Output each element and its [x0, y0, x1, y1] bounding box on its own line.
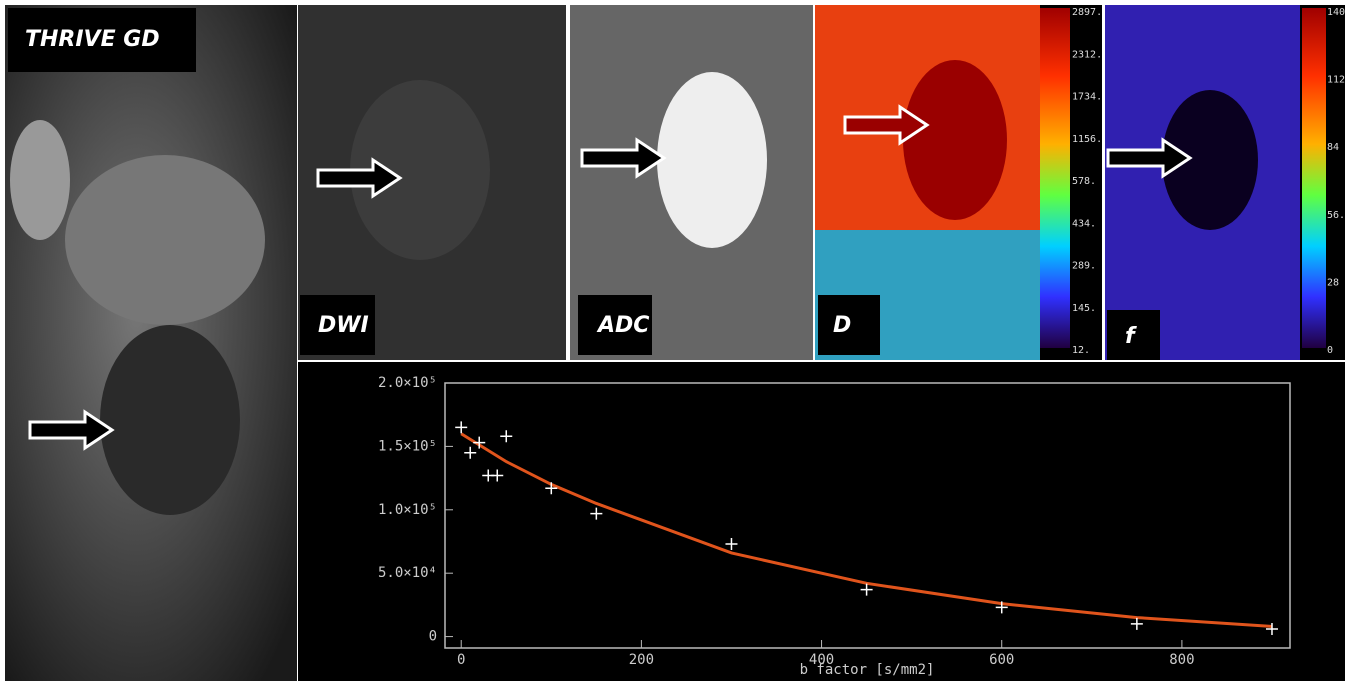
figure: THRIVE GD DWI ADC D f b factor [s/mm2] 2… — [0, 0, 1351, 685]
scale-label: 145. — [1072, 303, 1096, 314]
y-tick-label: 5.0×10⁴ — [378, 565, 437, 581]
x-tick-label: 200 — [629, 652, 654, 668]
scale-label: 434. — [1072, 218, 1096, 229]
adc-panel — [570, 5, 813, 360]
x-tick-label: 800 — [1169, 652, 1194, 668]
scale-label: 2897. — [1072, 7, 1102, 18]
scale-label: 289. — [1072, 261, 1096, 272]
y-tick-label: 0 — [429, 629, 437, 645]
y-tick-label: 1.0×10⁵ — [378, 502, 437, 518]
scale-label: 84 — [1327, 142, 1339, 153]
panel-label: ADC — [596, 313, 649, 338]
panel-label: D — [833, 313, 851, 338]
d-panel — [815, 5, 1102, 360]
scale-label: 112 — [1327, 75, 1345, 86]
x-tick-label: 0 — [457, 652, 465, 668]
scale-label: 140 — [1327, 7, 1345, 18]
scale-label: 56. — [1327, 210, 1345, 221]
x-tick-label: 400 — [809, 652, 834, 668]
scale-label: 12. — [1072, 345, 1090, 356]
scale-label: 28 — [1327, 277, 1339, 288]
y-tick-label: 2.0×10⁵ — [378, 375, 437, 391]
panel-label: DWI — [318, 313, 369, 338]
panel-label: THRIVE GD — [25, 27, 160, 52]
scale-label: 1734. — [1072, 92, 1102, 103]
scale-label: 0 — [1327, 345, 1333, 356]
f-panel — [1105, 5, 1345, 360]
chart-background — [298, 362, 1345, 681]
x-tick-label: 600 — [989, 652, 1014, 668]
scale-label: 1156. — [1072, 134, 1102, 145]
scale-label: 2312. — [1072, 49, 1102, 60]
thrive-panel — [5, 5, 297, 681]
scale-label: 578. — [1072, 176, 1096, 187]
dwi-panel — [298, 5, 566, 360]
y-tick-label: 1.5×10⁵ — [378, 438, 437, 454]
